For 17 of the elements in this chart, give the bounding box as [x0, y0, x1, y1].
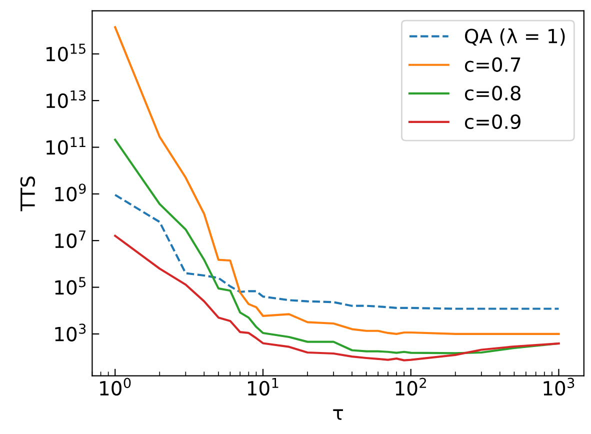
- x-tick-label: 10$^{1}$: [248, 378, 278, 396]
- legend-label: c=0.7: [464, 57, 520, 72]
- legend-label: c=0.8: [464, 86, 520, 100]
- y-tick-label: 10$^{11}$: [46, 137, 86, 155]
- x-tick-label: 10$^{2}$: [396, 378, 426, 396]
- y-tick-label: 10$^{3}$: [55, 324, 86, 342]
- legend-label: QA (λ = 1): [465, 28, 565, 46]
- x-axis-title: τ: [333, 409, 343, 420]
- x-tick-label: 10$^{0}$: [100, 378, 131, 396]
- y-axis-title: TTS: [20, 176, 36, 212]
- y-tick-label: 10$^{13}$: [46, 90, 86, 108]
- y-tick-label: 10$^{9}$: [55, 184, 86, 202]
- y-tick-label: 10$^{7}$: [55, 230, 86, 248]
- legend-label: c=0.9: [464, 114, 520, 130]
- y-tick-label: 10$^{15}$: [46, 44, 86, 62]
- y-tick-label: 10$^{5}$: [55, 277, 86, 295]
- x-tick-label: 10$^{3}$: [544, 378, 574, 396]
